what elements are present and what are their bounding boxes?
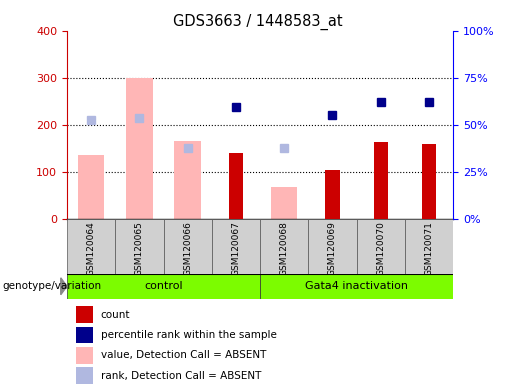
Text: GSM120069: GSM120069 [328, 221, 337, 276]
Text: rank, Detection Call = ABSENT: rank, Detection Call = ABSENT [100, 371, 261, 381]
Bar [229, 153, 243, 219]
Text: percentile rank within the sample: percentile rank within the sample [100, 330, 277, 340]
Text: GSM120068: GSM120068 [280, 221, 289, 276]
Text: GSM120066: GSM120066 [183, 221, 192, 276]
Bar [373, 142, 388, 219]
Bar [76, 367, 93, 384]
Text: genotype/variation: genotype/variation [3, 281, 101, 291]
Bar [115, 219, 163, 274]
Bar [67, 274, 260, 299]
Bar [67, 219, 115, 274]
Bar [422, 144, 436, 219]
Bar [405, 219, 453, 274]
Bar [212, 219, 260, 274]
Bar [126, 78, 152, 219]
Bar [308, 219, 356, 274]
Bar [325, 170, 340, 219]
Bar [76, 326, 93, 343]
Text: GSM120071: GSM120071 [424, 221, 434, 276]
Bar [78, 156, 105, 219]
Bar [271, 187, 298, 219]
Bar [260, 219, 308, 274]
Bar [76, 347, 93, 364]
Text: GSM120065: GSM120065 [135, 221, 144, 276]
Text: count: count [100, 310, 130, 320]
Text: GSM120064: GSM120064 [87, 221, 96, 276]
Text: GSM120067: GSM120067 [231, 221, 241, 276]
Bar [260, 274, 453, 299]
Text: GSM120070: GSM120070 [376, 221, 385, 276]
Bar [175, 141, 201, 219]
Text: value, Detection Call = ABSENT: value, Detection Call = ABSENT [100, 350, 266, 360]
Text: GDS3663 / 1448583_at: GDS3663 / 1448583_at [173, 13, 342, 30]
Bar [76, 306, 93, 323]
Bar [163, 219, 212, 274]
Text: control: control [144, 281, 183, 291]
Bar [356, 219, 405, 274]
Polygon shape [61, 278, 67, 295]
Text: Gata4 inactivation: Gata4 inactivation [305, 281, 408, 291]
